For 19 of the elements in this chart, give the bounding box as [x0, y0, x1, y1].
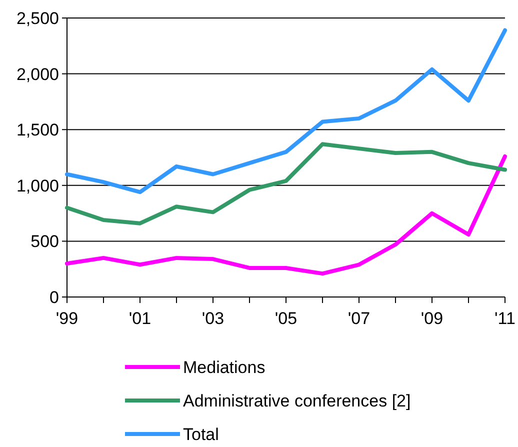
y-tick-label: 1,000: [16, 176, 59, 196]
line-series: [65, 28, 507, 194]
x-tick-label: '01: [128, 309, 152, 328]
legend-label: Mediations: [183, 358, 266, 377]
y-tick-label: 500: [30, 232, 59, 252]
x-tick-label: '99: [56, 309, 78, 328]
y-tick-label: 2,000: [16, 64, 59, 84]
x-tick-label: '03: [202, 309, 224, 328]
line-series: [65, 142, 507, 226]
x-tick-label: '07: [348, 309, 370, 328]
line-series: [65, 154, 507, 276]
y-tick-label: 1,500: [16, 120, 59, 140]
x-tick-label: '11: [494, 309, 516, 328]
x-tick-label: '09: [420, 309, 444, 328]
legend-label: Total: [183, 424, 219, 444]
y-tick-label: 0: [50, 288, 59, 307]
x-tick-label: '05: [274, 309, 298, 328]
y-tick-label: 2,500: [16, 8, 59, 28]
legend-label: Administrative conferences [2]: [183, 391, 411, 410]
